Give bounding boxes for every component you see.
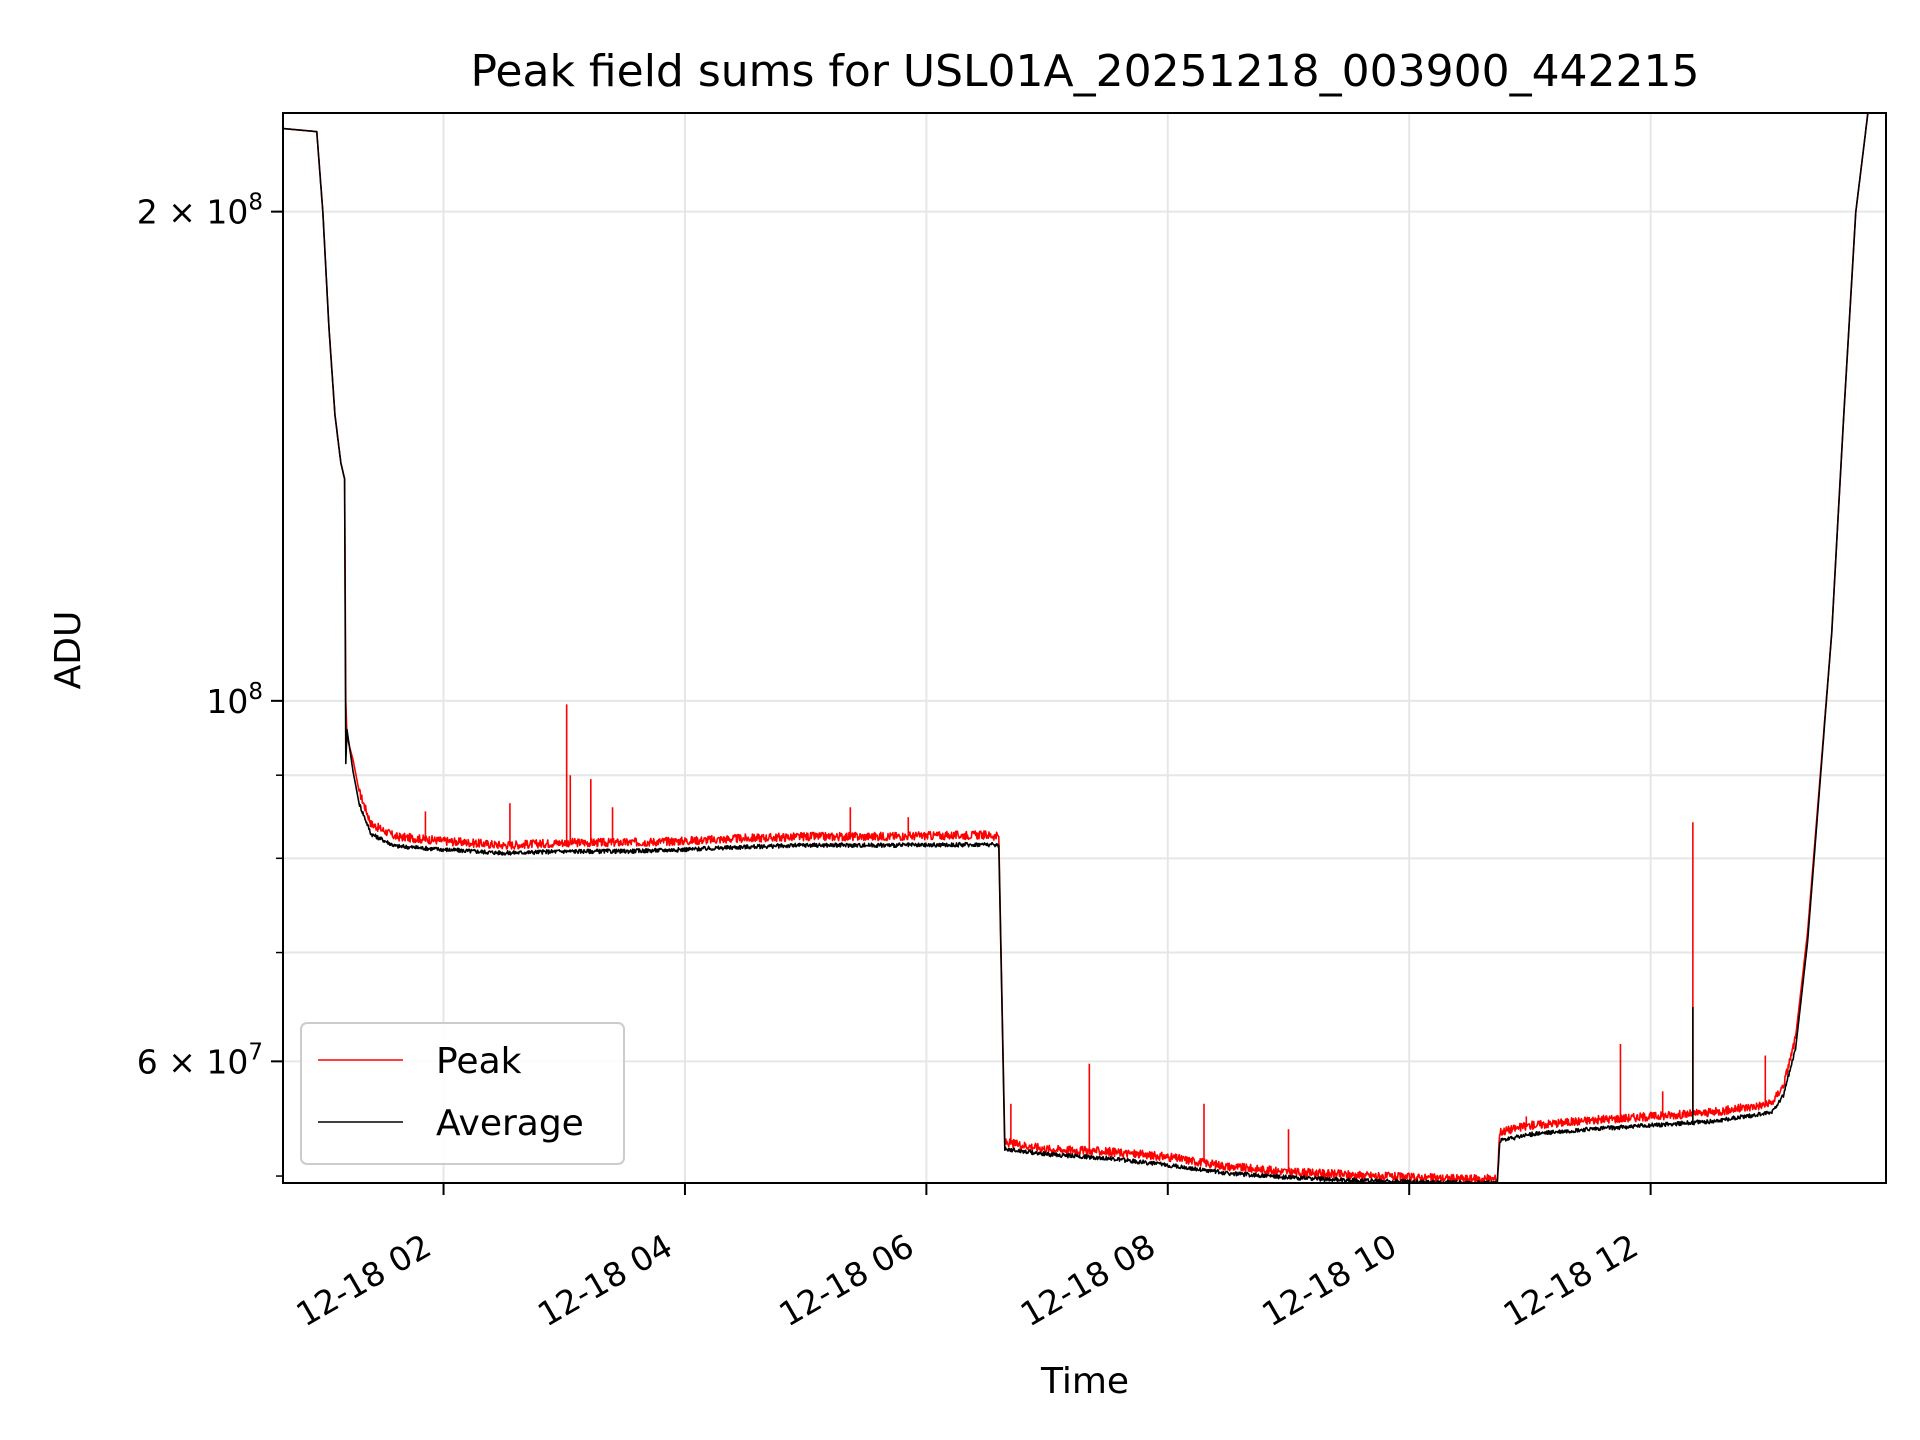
y-tick-label-exponent: 8 [248,190,263,216]
x-ticks: 12-18 02 12-18 04 12-18 06 12-18 08 12-18 10… [290,1183,1652,1334]
y-tick-label-base: 2 × 10 [137,193,249,232]
y-tick-label-base: 6 × 10 [137,1042,249,1081]
x-tick-label: 12-18 10 [1255,1226,1403,1334]
series-line-average [283,113,1886,1183]
x-tick-label: 12-18 02 [290,1226,438,1334]
series-layer [283,113,1886,1183]
legend-label-average: Average [436,1103,584,1144]
y-tick-label: 2 × 108 [137,190,263,232]
series-peak [283,113,1886,1183]
x-tick-label: 12-18 04 [531,1226,679,1334]
y-tick-label: 6 × 107 [137,1039,263,1081]
y-tick-label-base: 10 [206,682,248,721]
chart-title: Peak field sums for USL01A_20251218_0039… [470,46,1699,97]
legend-box [300,1022,625,1165]
legend-label-peak: Peak [436,1041,522,1082]
y-tick-label-exponent: 8 [248,679,263,705]
series-average [283,113,1886,1183]
x-tick-label: 12-18 12 [1497,1226,1645,1334]
x-tick-label: 12-18 06 [772,1226,920,1334]
y-tick-label: 108 [206,679,263,721]
plot-frame [282,112,1887,1184]
x-tick-label: 12-18 08 [1014,1226,1162,1334]
y-tick-label-exponent: 7 [248,1039,263,1065]
y-axis-label: ADU [48,611,89,690]
x-axis-label: Time [1040,1361,1129,1402]
legend: Peak Average [300,1022,625,1165]
series-line-peak [283,113,1886,1183]
